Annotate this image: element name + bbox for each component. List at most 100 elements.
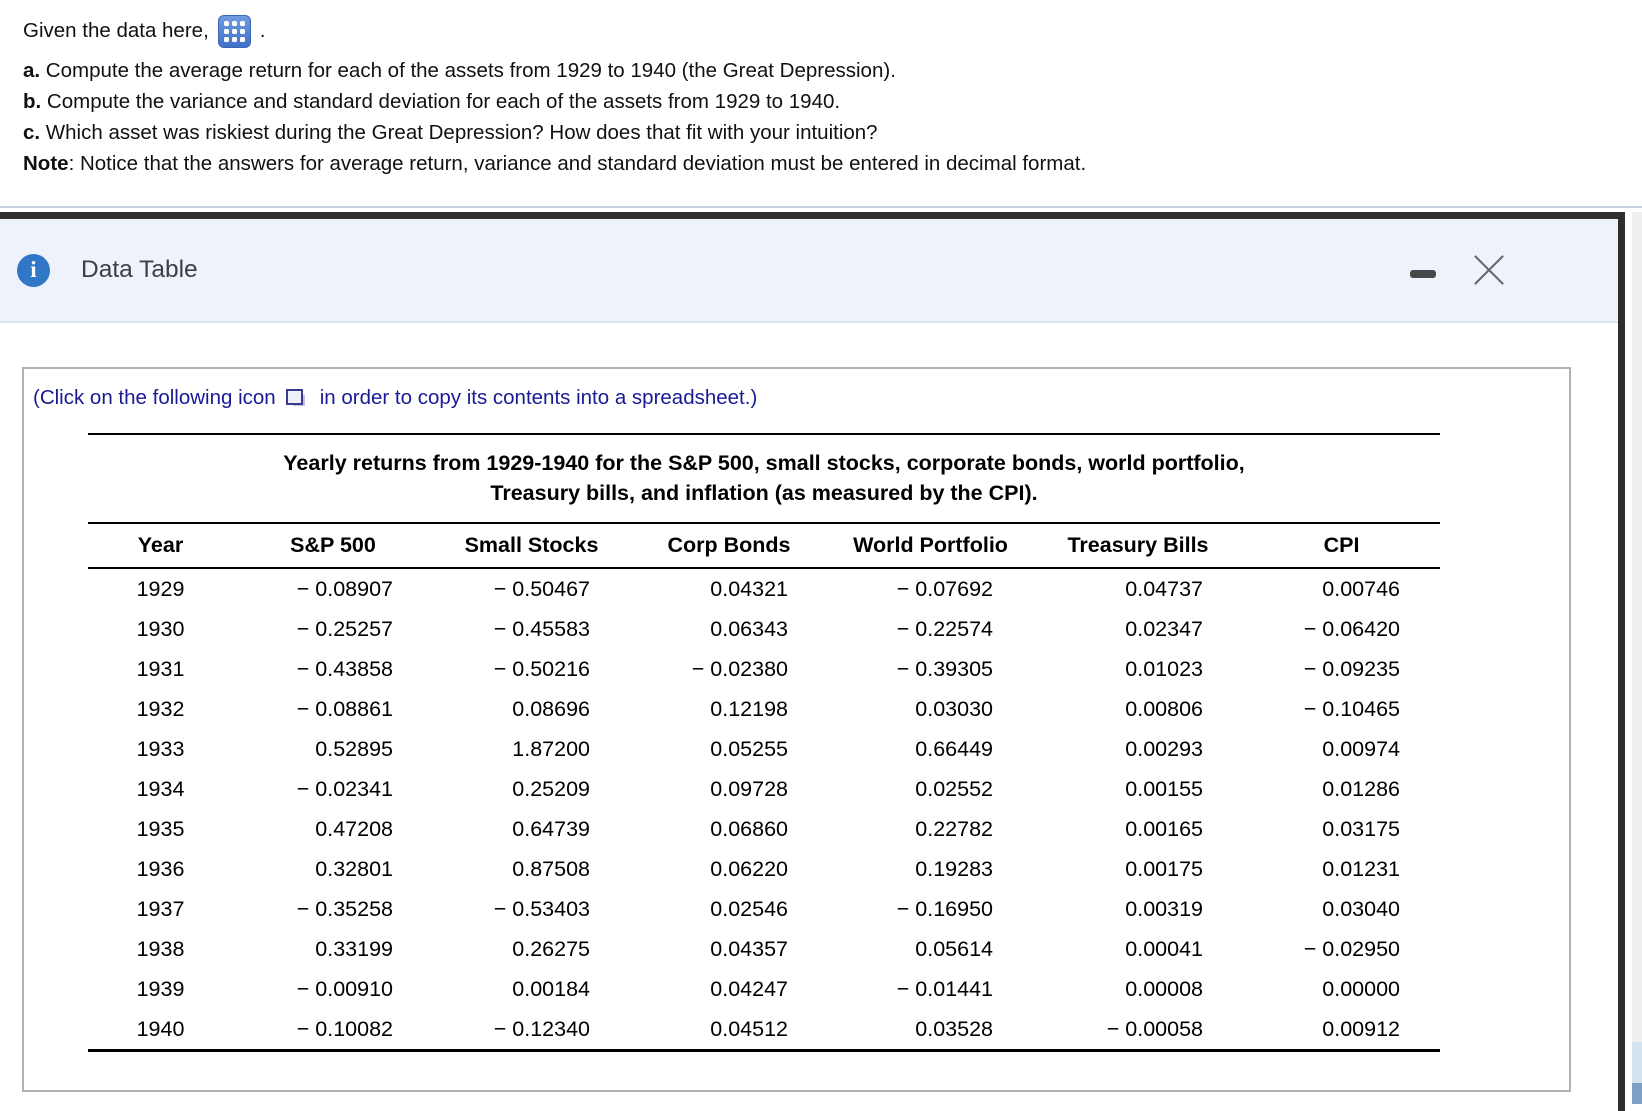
value-cell: 0.00175 — [1125, 856, 1203, 881]
minimize-icon[interactable] — [1410, 270, 1436, 278]
value-cell: 0.33199 — [315, 936, 393, 961]
value-cell: 0.06343 — [710, 616, 788, 641]
returns-table: Year S&P 500 Small Stocks Corp Bonds World P… — [88, 522, 1440, 1052]
column-header: Year — [88, 522, 233, 569]
table-row: 1931 − 0.43858 − 0.50216 − 0.02380 − 0.39305… — [88, 649, 1440, 689]
value-cell: 0.04737 — [1125, 576, 1203, 601]
close-icon[interactable] — [1470, 251, 1508, 289]
value-cell: − 0.10082 — [296, 1016, 393, 1041]
year-cell: 1933 — [136, 736, 185, 761]
year-cell: 1937 — [136, 896, 185, 921]
value-cell: 0.64739 — [512, 816, 590, 841]
year-cell: 1936 — [136, 856, 185, 881]
value-cell: − 0.08861 — [296, 696, 393, 721]
table-row: 1932 − 0.08861 0.08696 0.12198 0.03030 0.0080… — [88, 689, 1440, 729]
year-cell: 1934 — [136, 776, 185, 801]
value-cell: 0.66449 — [915, 736, 993, 761]
value-cell: − 0.25257 — [296, 616, 393, 641]
value-cell: 0.06220 — [710, 856, 788, 881]
dialog-header: i Data Table — [0, 219, 1618, 323]
value-cell: 0.32801 — [315, 856, 393, 881]
value-cell: − 0.12340 — [493, 1016, 590, 1041]
value-cell: − 0.00058 — [1106, 1016, 1203, 1041]
value-cell: 0.02347 — [1125, 616, 1203, 641]
copy-icon[interactable] — [285, 388, 308, 408]
value-cell: − 0.08907 — [296, 576, 393, 601]
value-cell: − 0.45583 — [493, 616, 590, 641]
data-link-spreadsheet-icon[interactable] — [217, 14, 251, 48]
question-item: Note: Notice that the answers for averag… — [23, 148, 1086, 179]
value-cell: 0.00293 — [1125, 736, 1203, 761]
table-header-row: Year S&P 500 Small Stocks Corp Bonds World P… — [88, 522, 1440, 569]
table-row: 1934 − 0.02341 0.25209 0.09728 0.02552 0.0015… — [88, 769, 1440, 809]
table-title: Yearly returns from 1929-1940 for the S&… — [88, 435, 1440, 522]
value-cell: − 0.16950 — [896, 896, 993, 921]
value-cell: 0.03528 — [915, 1016, 993, 1041]
question-item-label: a. — [23, 59, 41, 82]
value-cell: 0.00184 — [512, 976, 590, 1001]
copy-instruction-before: (Click on the following icon — [33, 386, 276, 409]
column-header: Small Stocks — [433, 522, 630, 569]
value-cell: − 0.53403 — [493, 896, 590, 921]
page-scroll-strip — [1632, 212, 1642, 1104]
year-cell: 1940 — [136, 1016, 185, 1041]
value-cell: 0.00000 — [1322, 976, 1400, 1001]
table-row: 1937 − 0.35258 − 0.53403 0.02546 − 0.16950 0.… — [88, 889, 1440, 929]
value-cell: − 0.02380 — [691, 656, 788, 681]
intro-text: Given the data here, — [23, 19, 209, 42]
dialog-body: (Click on the following icon in order to… — [0, 325, 1618, 1111]
table-title-line1: Yearly returns from 1929-1940 for the S&… — [283, 451, 1245, 475]
table-row: 1940 − 0.10082 − 0.12340 0.04512 0.03528 − 0.… — [88, 1009, 1440, 1051]
value-cell: 0.05255 — [710, 736, 788, 761]
dialog-title: Data Table — [81, 256, 198, 283]
value-cell: 0.06860 — [710, 816, 788, 841]
question-item-label: b. — [23, 90, 42, 113]
year-cell: 1939 — [136, 976, 185, 1001]
value-cell: 0.00319 — [1125, 896, 1203, 921]
value-cell: 0.04247 — [710, 976, 788, 1001]
question-item-text: : Notice that the answers for average re… — [68, 152, 1087, 175]
value-cell: 0.47208 — [315, 816, 393, 841]
table-row: 1930 − 0.25257 − 0.45583 0.06343 − 0.22574 0.… — [88, 609, 1440, 649]
value-cell: 0.00155 — [1125, 776, 1203, 801]
table-row: 1933 0.52895 1.87200 0.05255 0.66449 0.00293 0… — [88, 729, 1440, 769]
question-item-text: Compute the variance and standard deviat… — [41, 90, 841, 113]
value-cell: − 0.22574 — [896, 616, 993, 641]
table-row: 1938 0.33199 0.26275 0.04357 0.05614 0.00041 −… — [88, 929, 1440, 969]
value-cell: 0.01023 — [1125, 656, 1203, 681]
question-item: b. Compute the variance and standard dev… — [23, 86, 1086, 117]
value-cell: 0.00165 — [1125, 816, 1203, 841]
value-cell: 0.00008 — [1125, 976, 1203, 1001]
year-cell: 1930 — [136, 616, 185, 641]
value-cell: 0.52895 — [315, 736, 393, 761]
copy-instruction-after: in order to copy its contents into a spr… — [319, 386, 758, 409]
value-cell: − 0.43858 — [296, 656, 393, 681]
value-cell: − 0.02341 — [296, 776, 393, 801]
question-item: a. Compute the average return for each o… — [23, 55, 1086, 86]
year-cell: 1929 — [136, 576, 185, 601]
table-row: 1935 0.47208 0.64739 0.06860 0.22782 0.00165 0… — [88, 809, 1440, 849]
value-cell: 0.01231 — [1322, 856, 1400, 881]
scroll-segment-light[interactable] — [1632, 1042, 1642, 1083]
year-cell: 1938 — [136, 936, 185, 961]
scroll-thumb[interactable] — [1632, 1083, 1642, 1104]
question-intro: Given the data here, . — [23, 12, 265, 50]
info-icon: i — [17, 253, 50, 287]
copy-instruction: (Click on the following icon in order to… — [33, 386, 1569, 410]
question-item-label: Note — [23, 152, 69, 175]
value-cell: 0.02546 — [710, 896, 788, 921]
data-table-panel: (Click on the following icon in order to… — [22, 367, 1571, 1092]
value-cell: 0.00041 — [1125, 936, 1203, 961]
value-cell: 0.87508 — [512, 856, 590, 881]
value-cell: 0.04357 — [710, 936, 788, 961]
table-row: 1939 − 0.00910 0.00184 0.04247 − 0.01441 0.00… — [88, 969, 1440, 1009]
column-header: Corp Bonds — [630, 522, 828, 569]
value-cell: − 0.39305 — [896, 656, 993, 681]
value-cell: 0.04321 — [710, 576, 788, 601]
value-cell: 0.09728 — [710, 776, 788, 801]
value-cell: 0.00974 — [1322, 736, 1400, 761]
question-items: a. Compute the average return for each o… — [23, 55, 1086, 179]
value-cell: − 0.00910 — [296, 976, 393, 1001]
value-cell: − 0.07692 — [896, 576, 993, 601]
value-cell: − 0.02950 — [1303, 936, 1400, 961]
